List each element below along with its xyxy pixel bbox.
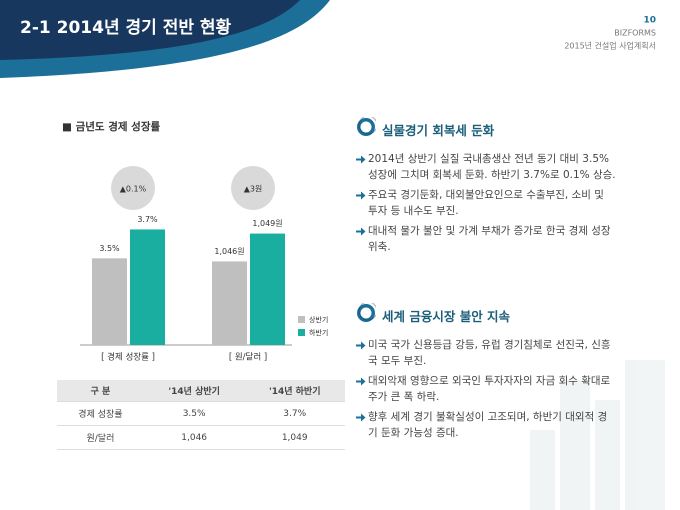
- heading-icon: [357, 303, 376, 322]
- bar: [92, 258, 127, 345]
- change-label: ▲0.1%: [120, 185, 147, 194]
- bullet: 대내적 물가 불안 및 가계 부채가 증가로 한국 경제 성장 위축.: [356, 223, 616, 255]
- title: 2-1 2014년 경기 전반 현황: [20, 18, 232, 38]
- brand: BIZFORMS: [614, 29, 656, 38]
- legend-label: 상반기: [309, 315, 328, 324]
- header-cell: '14년 하반기: [244, 380, 345, 402]
- table-cell: 3.7%: [244, 401, 345, 426]
- header-cell: '14년 상반기: [143, 380, 245, 402]
- table-cell: 원/달러: [57, 425, 144, 450]
- table-cell: 1,049: [244, 425, 345, 450]
- bullet-arrow: [356, 191, 366, 200]
- change-badge: [111, 166, 155, 210]
- table-cell: 3.5%: [143, 401, 245, 426]
- bullet-arrow: [356, 341, 366, 350]
- page-number: 10: [643, 16, 656, 26]
- bar: [212, 261, 247, 345]
- heading-text: 세계 금융시장 불안 지속: [382, 309, 511, 324]
- legend-label: 하반기: [309, 328, 328, 337]
- heading-text: 실물경기 회복세 둔화: [382, 123, 495, 138]
- legend-swatch: [298, 316, 305, 323]
- value-label: 3.5%: [99, 244, 120, 253]
- table-cell: 1,046: [143, 425, 245, 450]
- bullet-arrow: [356, 155, 366, 164]
- section-heading: 세계 금융시장 불안 지속: [356, 303, 616, 325]
- bullet-arrow: [356, 377, 366, 386]
- value-label: 1,046원: [214, 247, 244, 256]
- bar: [250, 233, 285, 345]
- category-label: [ 원/달러 ]: [229, 352, 267, 363]
- table-cell: 경제 성장률: [57, 401, 144, 426]
- value-label: 3.7%: [137, 215, 158, 224]
- bullet: 대외악재 영향으로 외국인 투자자자의 자금 회수 확대로 주가 큰 폭 하락.: [356, 373, 616, 405]
- doc-name: 2015년 건설업 사업계획서: [564, 41, 656, 51]
- change-badge: [231, 166, 275, 210]
- table-row: 경제 성장률 3.5% 3.7%: [57, 401, 345, 426]
- bullet: 향후 세계 경기 불확실성이 고조되며, 하반기 대외적 경기 둔화 가능성 증…: [356, 409, 616, 441]
- table-header: 구 분 '14년 상반기 '14년 하반기: [57, 380, 345, 402]
- category-label: [ 경제 성장률 ]: [101, 352, 155, 363]
- bullet: 2014년 상반기 실질 국내총생산 전년 동기 대비 3.5% 성장에 그치며…: [356, 151, 616, 183]
- value-label: 1,049원: [252, 219, 282, 228]
- bullet: 주요국 경기둔화, 대외불안요인으로 수출부진, 소비 및 투자 등 내수도 부…: [356, 187, 616, 219]
- data-table: 구 분 '14년 상반기 '14년 하반기 경제 성장률 3.5% 3.7% 원/달러 1,0…: [57, 380, 345, 450]
- bar: [130, 229, 165, 345]
- bullet-arrow: [356, 227, 366, 236]
- bullet: 미국 국가 신용등급 강등, 유럽 경기침체로 선진국, 신흥국 모두 부진.: [356, 337, 616, 369]
- section-heading: 실물경기 회복세 둔화: [356, 117, 616, 139]
- bullet-arrow: [356, 413, 366, 422]
- banner: [0, 0, 300, 60]
- heading-icon: [357, 117, 376, 136]
- section: 실물경기 회복세 둔화 2014년 상반기 실질 국내총생산 전년 동기 대비 3…: [356, 117, 616, 259]
- city-backdrop: [530, 360, 665, 510]
- change-label: ▲3원: [244, 185, 263, 194]
- legend-swatch: [298, 329, 305, 336]
- header-cell: 구 분: [57, 380, 144, 402]
- table-row: 원/달러 1,046 1,049: [57, 425, 345, 450]
- chart-title: ■ 금년도 경제 성장률: [62, 120, 161, 133]
